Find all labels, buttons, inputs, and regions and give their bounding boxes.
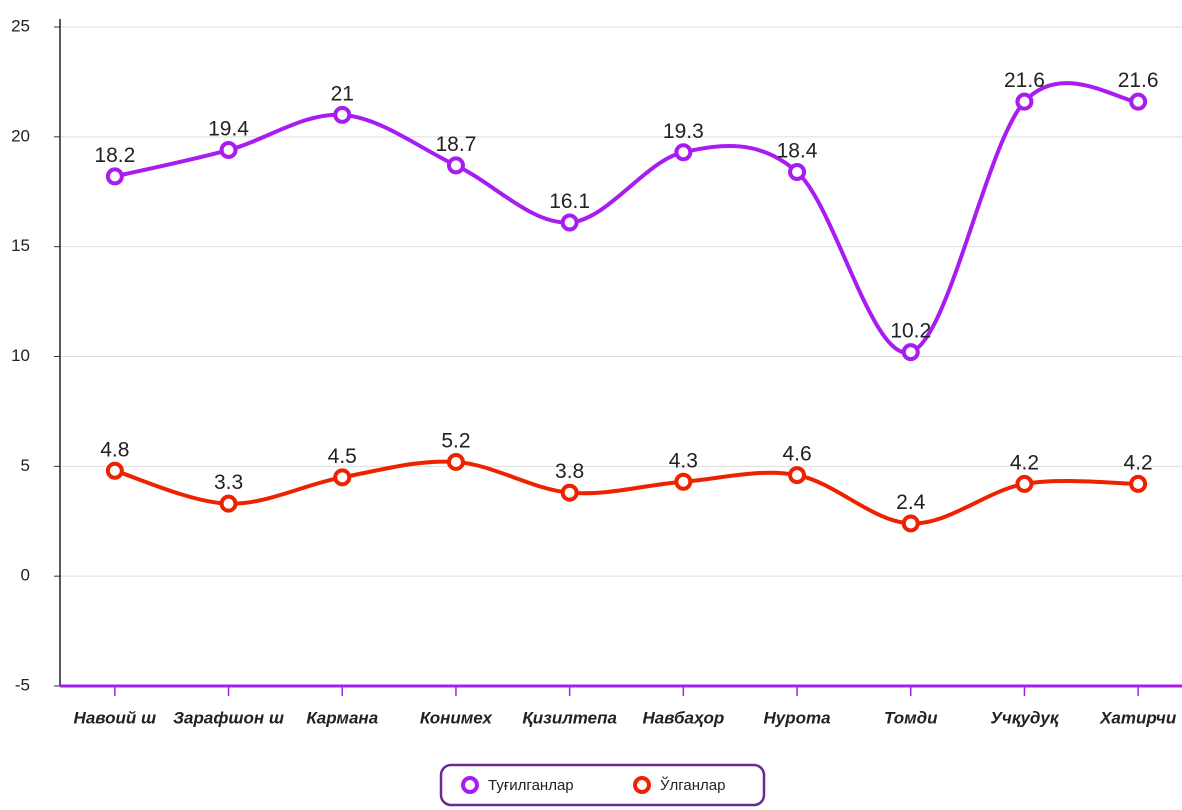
point <box>788 162 807 181</box>
data-label: 19.4 <box>208 118 249 141</box>
data-label: 3.8 <box>555 460 584 483</box>
point <box>901 514 920 533</box>
data-label: 4.3 <box>669 449 698 472</box>
x-tick-label: Учқудуқ <box>990 708 1059 727</box>
point <box>1129 92 1148 111</box>
x-tick-label: Кармана <box>306 708 378 727</box>
x-tick-label: Навбаҳор <box>642 708 724 727</box>
x-tick-label: Нурота <box>764 708 831 727</box>
legend-marker <box>461 776 479 794</box>
point <box>105 461 124 480</box>
point <box>901 343 920 362</box>
data-label: 19.3 <box>663 120 704 143</box>
y-tick-label: 20 <box>11 126 30 145</box>
data-label: 4.2 <box>1124 451 1153 474</box>
point <box>674 472 693 491</box>
point <box>560 213 579 232</box>
y-tick-label: 25 <box>11 16 30 35</box>
point <box>333 105 352 124</box>
data-label: 4.8 <box>100 438 129 461</box>
data-label: 4.6 <box>782 443 811 466</box>
y-tick-label: 0 <box>21 566 30 585</box>
series-line <box>114 459 1139 526</box>
point <box>219 141 238 160</box>
point <box>333 468 352 487</box>
point <box>560 483 579 502</box>
legend-box <box>439 763 766 807</box>
x-tick-label: Зарафшон ш <box>173 708 284 727</box>
data-label: 21 <box>331 82 354 105</box>
series-line <box>114 81 1139 355</box>
y-tick-label: 10 <box>11 346 30 365</box>
data-label: 18.4 <box>777 140 818 163</box>
data-label: 21.6 <box>1118 69 1159 92</box>
data-label: 10.2 <box>890 320 931 343</box>
x-tick-label: Хатирчи <box>1099 708 1177 727</box>
point <box>788 466 807 485</box>
data-label: 4.5 <box>328 445 357 468</box>
data-label: 3.3 <box>214 471 243 494</box>
point <box>1129 474 1148 493</box>
point <box>219 494 238 513</box>
point <box>1015 474 1034 493</box>
data-label: 2.4 <box>896 491 926 514</box>
y-tick-label: -5 <box>15 675 30 694</box>
point <box>105 167 124 186</box>
x-tick-label: Қизилтепа <box>522 708 617 727</box>
y-tick-label: 5 <box>21 456 30 475</box>
data-label: 5.2 <box>441 429 470 452</box>
point <box>446 452 465 471</box>
legend-label: Туғилганлар <box>488 777 574 794</box>
data-label: 16.1 <box>549 190 590 213</box>
x-tick-label: Навоий ш <box>74 708 157 727</box>
point <box>1015 92 1034 111</box>
data-label: 18.2 <box>94 144 135 167</box>
data-label: 21.6 <box>1004 69 1045 92</box>
data-label: 18.7 <box>436 133 477 156</box>
data-label: 4.2 <box>1010 451 1039 474</box>
legend-label: Ўлганлар <box>660 776 726 794</box>
y-tick-label: 15 <box>11 236 30 255</box>
legend-marker <box>633 776 651 794</box>
point <box>674 143 693 162</box>
point <box>446 156 465 175</box>
x-tick-label: Конимех <box>420 708 494 727</box>
x-tick-label: Томди <box>884 708 938 727</box>
